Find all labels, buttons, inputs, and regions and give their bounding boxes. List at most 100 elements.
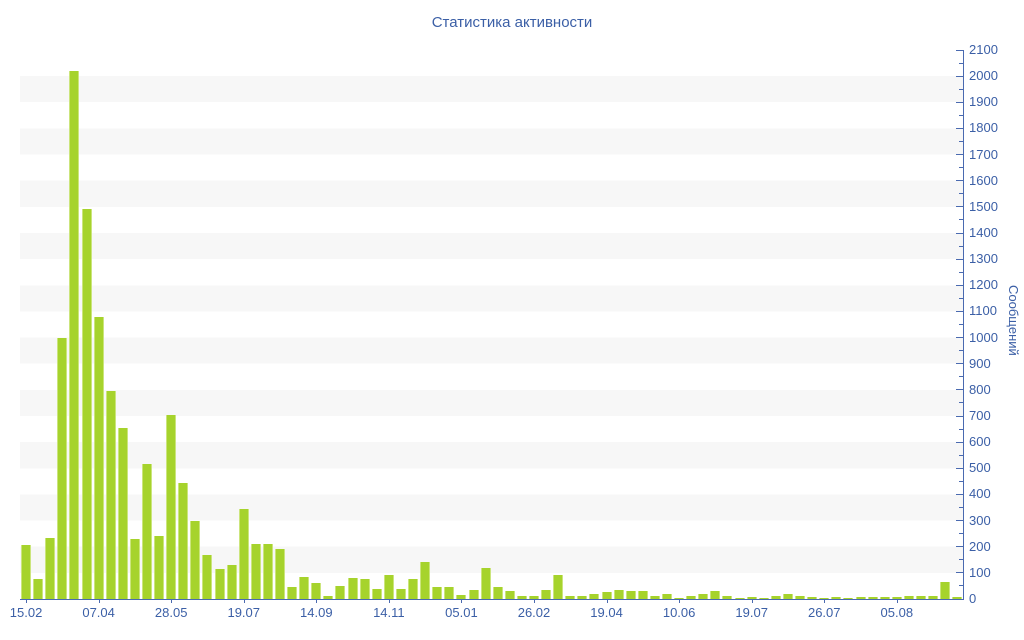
bar-slot: 28.05 (155, 50, 187, 620)
x-tick-label: 05.08 (880, 605, 914, 620)
bar-slot (201, 50, 213, 599)
bar (178, 482, 189, 599)
bar-slot (915, 50, 927, 599)
bar (335, 585, 346, 599)
y-axis-major-tick (956, 75, 963, 77)
bar (674, 597, 685, 599)
bar-slot (540, 50, 552, 599)
bar-slot (68, 50, 80, 599)
bar (686, 596, 697, 599)
bar-slot (371, 50, 383, 599)
y-tick-label: 200 (969, 538, 991, 554)
bar (492, 587, 503, 599)
bar-slot (685, 50, 697, 599)
y-axis-minor-tick (959, 454, 963, 456)
y-axis-minor-tick (959, 297, 963, 299)
x-axis-tick (316, 599, 318, 603)
bar-slot (637, 50, 649, 599)
bar (202, 554, 213, 599)
y-axis-major-tick (956, 520, 963, 522)
bar (541, 589, 552, 599)
y-tick-label: 700 (969, 408, 991, 424)
bar-slot (758, 50, 770, 599)
bar (311, 583, 322, 599)
y-axis-minor-tick (959, 167, 963, 169)
y-axis-major-tick (956, 284, 963, 286)
bar-slot: 15.02 (10, 50, 42, 620)
bars: 15.02 07.04 28.05 19.07 14.09 14.11 05.01 26.02… (10, 50, 963, 620)
bar (214, 568, 225, 599)
bar (770, 596, 781, 599)
y-axis-minor-tick (959, 402, 963, 404)
bar-slot (504, 50, 516, 599)
y-axis-minor-tick (959, 193, 963, 195)
x-tick-label: 15.02 (9, 605, 43, 620)
y-axis-minor-tick (959, 141, 963, 142)
y-axis-major-tick (956, 493, 963, 495)
bar (565, 596, 576, 599)
bar-slot (141, 50, 153, 599)
bar-slot (480, 50, 492, 599)
plot-area: 15.02 07.04 28.05 19.07 14.09 14.11 05.01 26.02… (10, 50, 963, 620)
bar-slot (613, 50, 625, 599)
x-axis-tick (98, 599, 100, 603)
bar-slot (153, 50, 165, 599)
bar-slot (697, 50, 709, 599)
bar-slot: 26.02 (518, 50, 550, 620)
bar (141, 464, 152, 599)
bar-slot: 14.11 (373, 50, 405, 620)
y-axis-major-tick (956, 546, 963, 548)
bar-slot (407, 50, 419, 599)
x-tick-label: 14.09 (300, 605, 333, 620)
y-axis-major-tick (956, 101, 963, 103)
bar (190, 520, 201, 599)
y-axis-minor-tick (959, 507, 963, 509)
bar-slot (939, 50, 951, 599)
bar-slot (250, 50, 262, 599)
bar-slot (322, 50, 334, 599)
bar-slot (32, 50, 44, 599)
bar (637, 591, 648, 599)
y-axis-minor-tick (959, 88, 963, 90)
bar-slot (576, 50, 588, 599)
x-axis-tick (606, 599, 608, 603)
y-tick-label: 1600 (969, 172, 998, 188)
bar (940, 582, 951, 599)
bar-slot (806, 50, 818, 599)
y-tick-label: 100 (969, 564, 991, 580)
y-axis-major-tick (956, 598, 963, 600)
bar (553, 575, 564, 599)
bar (577, 596, 588, 599)
bar-slot (661, 50, 673, 599)
bar (698, 594, 709, 599)
x-tick-label: 19.07 (735, 605, 768, 620)
y-tick-label: 1200 (969, 277, 998, 293)
bar (867, 597, 878, 599)
bar-slot (867, 50, 879, 599)
bar-slot (625, 50, 637, 599)
y-tick-label: 800 (969, 381, 991, 397)
bar-slot (298, 50, 310, 599)
y-axis-minor-tick (959, 428, 963, 430)
x-tick-label: 07.04 (82, 605, 115, 620)
bar-slot (431, 50, 443, 599)
bar (746, 597, 757, 599)
y-tick-label: 1800 (969, 120, 998, 136)
bar (855, 596, 866, 599)
bar (879, 596, 890, 599)
y-axis-major-tick (956, 337, 963, 339)
bar (408, 579, 419, 599)
bar (915, 595, 926, 599)
bar-slot (189, 50, 201, 599)
y-axis-major-tick (956, 363, 963, 365)
bar (649, 596, 660, 599)
y-tick-label: 1700 (969, 146, 998, 162)
bar (287, 587, 298, 599)
x-axis-tick (171, 599, 173, 603)
bar-slot (649, 50, 661, 599)
bar-slot (467, 50, 479, 599)
x-axis-tick (533, 599, 535, 603)
x-tick-label: 26.02 (517, 605, 551, 620)
y-tick-label: 1900 (969, 94, 998, 110)
y-tick-label: 2000 (969, 68, 998, 84)
